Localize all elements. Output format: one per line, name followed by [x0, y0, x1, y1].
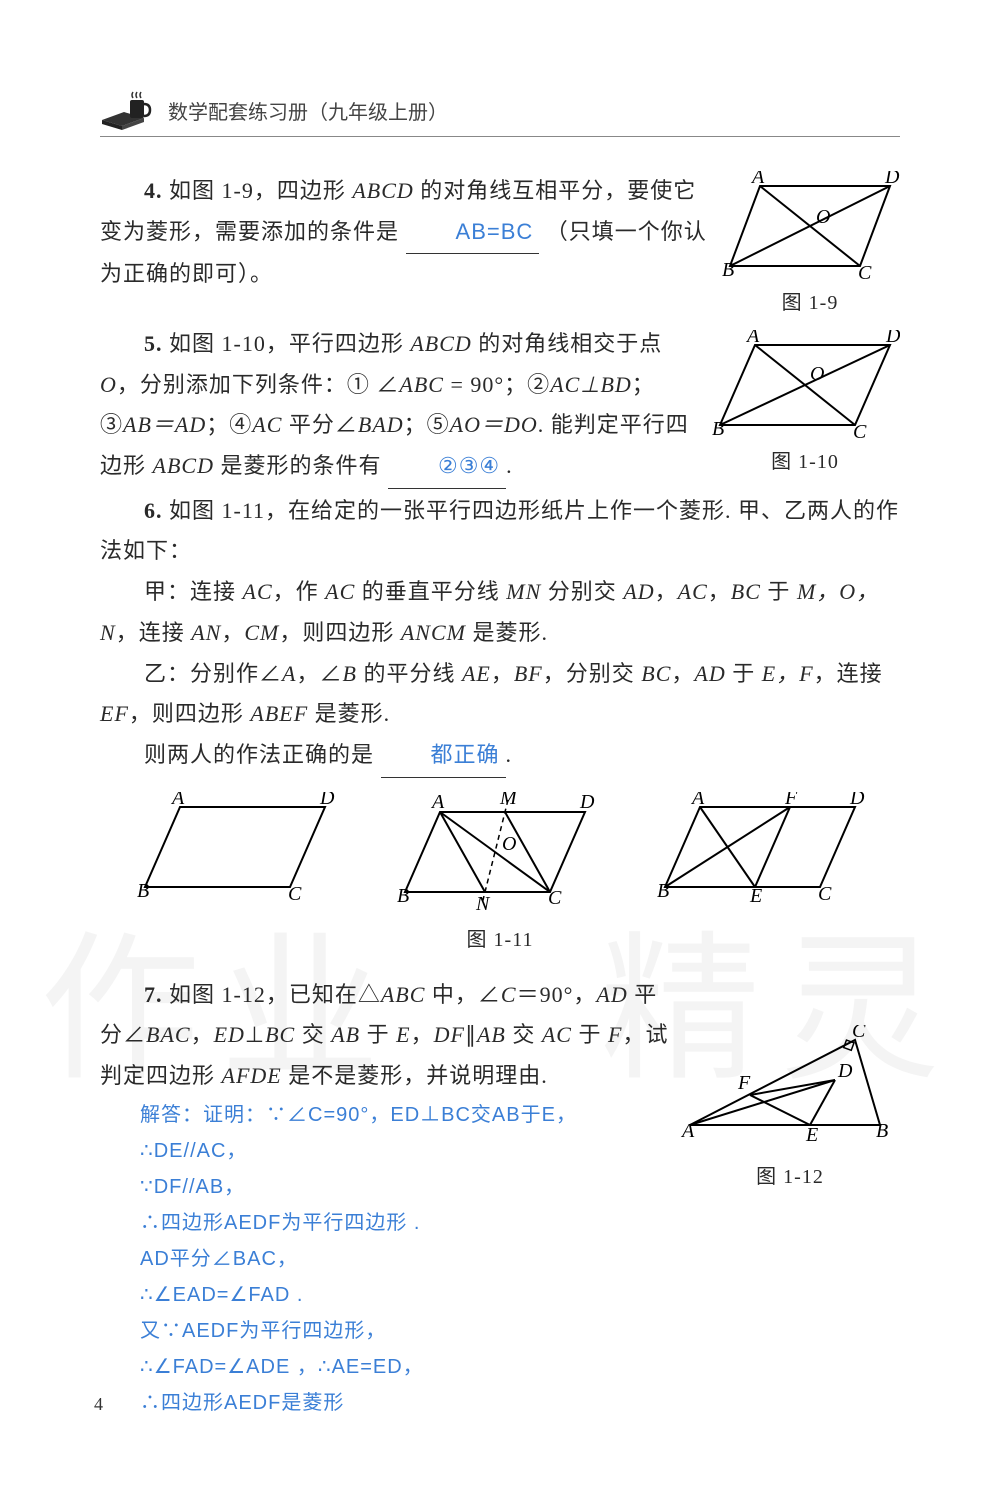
- solution-line: ∴四边形AEDF是菱形: [140, 1386, 900, 1421]
- figure-1-9: A D B C O 图 1-9: [720, 171, 900, 322]
- problem-6-conclusion: 则两人的作法正确的是 都正确.: [100, 735, 900, 778]
- svg-text:C: C: [853, 421, 867, 440]
- svg-text:O: O: [816, 206, 831, 228]
- svg-text:B: B: [712, 418, 725, 440]
- svg-text:D: D: [837, 1060, 853, 1082]
- solution-line: ∴四边形AEDF为平行四边形 .: [140, 1206, 900, 1241]
- method-yi: 乙：分别作∠A，∠B 的平分线 AE，BF，分别交 BC，AD 于 E，F，连接…: [100, 654, 900, 735]
- problem-7: A B C D E F 图 1-12 7. 如图 1-12，已知在△ABC 中，…: [100, 975, 900, 1422]
- answer-6: 都正确: [381, 735, 506, 778]
- figure-1-11-c: A F D B E C: [650, 792, 900, 912]
- svg-text:A: A: [680, 1120, 695, 1142]
- svg-text:A: A: [745, 330, 760, 347]
- svg-text:D: D: [884, 171, 900, 188]
- svg-text:A: A: [430, 792, 445, 813]
- svg-text:C: C: [858, 262, 872, 281]
- method-jia: 甲：连接 AC，作 AC 的垂直平分线 MN 分别交 AD，AC，BC 于 M，…: [100, 572, 900, 653]
- svg-text:B: B: [722, 259, 735, 281]
- svg-text:B: B: [657, 880, 670, 902]
- svg-text:D: D: [579, 792, 595, 813]
- book-mug-icon: [100, 90, 156, 130]
- figure-1-11-row: A D B C A M D: [130, 792, 900, 912]
- svg-text:O: O: [810, 363, 825, 385]
- svg-text:D: D: [319, 792, 335, 809]
- problem-6: 6. 如图 1-11，在给定的一张平行四边形纸片上作一个菱形. 甲、乙两人的作法…: [100, 491, 900, 959]
- figure-1-10-caption: 图 1-10: [710, 444, 900, 481]
- svg-text:A: A: [170, 792, 185, 809]
- solution-line: AD平分∠BAC，: [140, 1242, 900, 1277]
- svg-text:E: E: [805, 1124, 819, 1146]
- svg-text:B: B: [876, 1120, 889, 1142]
- svg-text:A: A: [690, 792, 705, 809]
- svg-text:C: C: [548, 887, 562, 909]
- solution-line: 又∵AEDF为平行四边形，: [140, 1314, 900, 1349]
- figure-1-11-a: A D B C: [130, 792, 380, 912]
- svg-text:B: B: [137, 880, 150, 902]
- svg-text:A: A: [750, 171, 765, 188]
- answer-4: AB=BC: [406, 212, 540, 255]
- svg-text:B: B: [397, 885, 410, 907]
- page-container: 数学配套练习册（九年级上册） A D B C O 图 1-9 4. 如图 1-9…: [0, 0, 1000, 1464]
- svg-text:D: D: [885, 330, 900, 347]
- problem-6-text: 6. 如图 1-11，在给定的一张平行四边形纸片上作一个菱形. 甲、乙两人的作法…: [100, 491, 900, 572]
- content-body: A D B C O 图 1-9 4. 如图 1-9，四边形 ABCD 的对角线互…: [100, 171, 900, 1422]
- svg-text:N: N: [475, 893, 491, 912]
- figure-1-11-caption: 图 1-11: [100, 922, 900, 959]
- header-title: 数学配套练习册（九年级上册）: [168, 96, 448, 125]
- problem-4: A D B C O 图 1-9 4. 如图 1-9，四边形 ABCD 的对角线互…: [100, 171, 900, 322]
- answer-5: ②③④: [388, 446, 506, 489]
- svg-text:M: M: [499, 792, 518, 809]
- svg-text:F: F: [737, 1072, 751, 1094]
- figure-1-11-b: A M D B N C O: [390, 792, 640, 912]
- svg-text:C: C: [852, 1025, 866, 1042]
- figure-1-12-caption: 图 1-12: [680, 1159, 900, 1196]
- svg-text:E: E: [749, 885, 763, 902]
- solution-line: ∴∠FAD=∠ADE ，∴AE=ED，: [140, 1350, 900, 1385]
- figure-1-10: A D B C O 图 1-10: [710, 330, 900, 481]
- svg-text:F: F: [784, 792, 798, 809]
- svg-text:D: D: [849, 792, 865, 809]
- page-header: 数学配套练习册（九年级上册）: [100, 90, 900, 137]
- figure-1-9-caption: 图 1-9: [720, 285, 900, 322]
- svg-text:C: C: [288, 883, 302, 902]
- problem-5: A D B C O 图 1-10 5. 如图 1-10，平行四边形 ABCD 的…: [100, 324, 900, 489]
- figure-1-12: A B C D E F 图 1-12: [680, 1025, 900, 1196]
- page-number: 4: [94, 1394, 103, 1415]
- svg-text:O: O: [502, 833, 517, 855]
- svg-text:C: C: [818, 883, 832, 902]
- solution-line: ∴∠EAD=∠FAD .: [140, 1278, 900, 1313]
